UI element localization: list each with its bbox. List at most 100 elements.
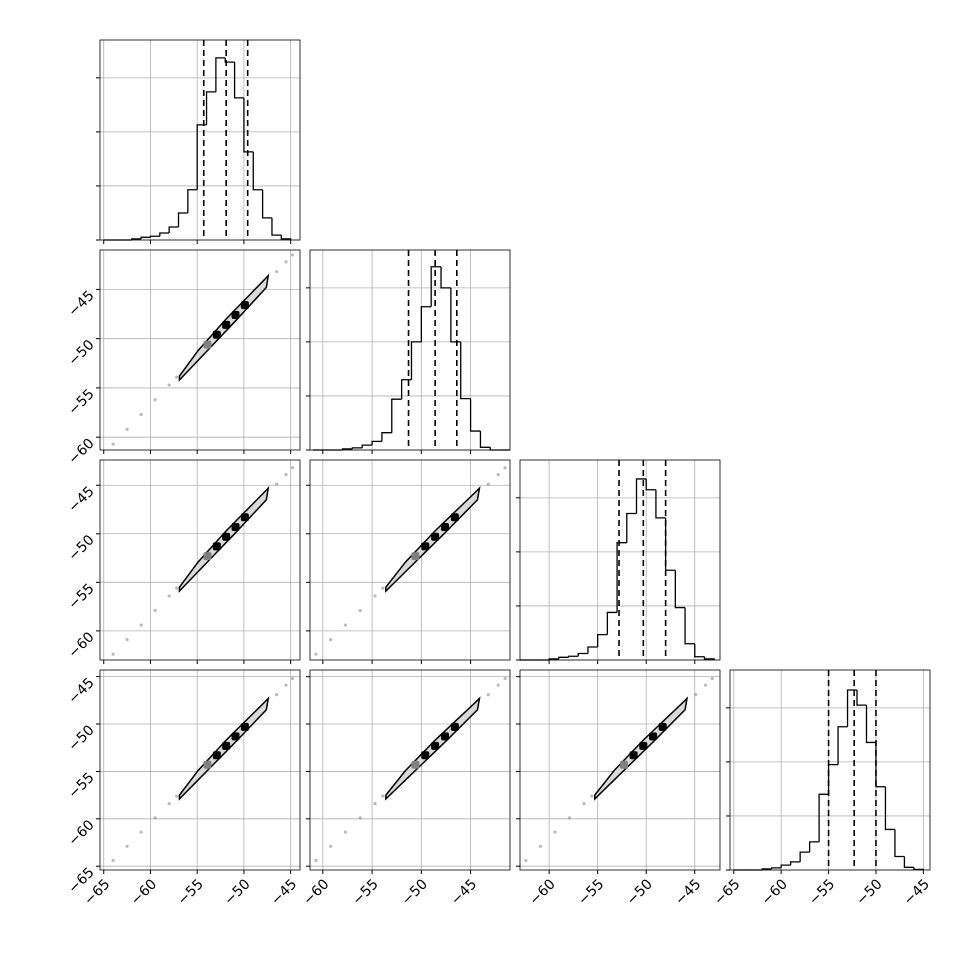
sample-point bbox=[329, 638, 333, 642]
panel-frame bbox=[99, 249, 301, 451]
panel-frame bbox=[519, 459, 721, 661]
hist-bin bbox=[913, 867, 925, 871]
sample-point bbox=[275, 270, 279, 274]
level-marker bbox=[231, 732, 240, 741]
sample-point bbox=[358, 608, 362, 613]
sample-point bbox=[139, 623, 143, 627]
level-marker bbox=[203, 760, 212, 769]
level-marker bbox=[421, 751, 430, 760]
sample-point bbox=[284, 260, 288, 264]
x-tick-label: −45 bbox=[672, 876, 704, 908]
hist-bin bbox=[597, 633, 608, 648]
hist-bin bbox=[780, 864, 791, 868]
y-tick-label: −55 bbox=[65, 770, 97, 802]
sample-point bbox=[290, 253, 295, 257]
level-marker bbox=[222, 320, 231, 329]
hist-bin bbox=[684, 607, 695, 645]
sample-point bbox=[275, 693, 279, 697]
sample-point bbox=[167, 594, 171, 598]
level-marker bbox=[440, 732, 449, 741]
hist-bin bbox=[420, 306, 432, 342]
sample-point bbox=[167, 383, 171, 387]
level-marker bbox=[431, 532, 440, 541]
hist-bin bbox=[664, 517, 676, 571]
hist-bin bbox=[460, 341, 471, 400]
level-marker bbox=[450, 513, 459, 522]
sample-point bbox=[590, 794, 594, 798]
x-tick-label: −60 bbox=[527, 876, 559, 908]
hist-bin bbox=[430, 266, 442, 307]
x-tick-label: −60 bbox=[300, 876, 332, 908]
level-marker bbox=[658, 722, 667, 731]
level-marker bbox=[450, 722, 459, 731]
sample-point bbox=[703, 683, 708, 687]
hist-bin bbox=[280, 235, 292, 240]
level-marker bbox=[411, 552, 420, 561]
level-marker bbox=[222, 741, 231, 750]
hist-bin bbox=[187, 189, 198, 213]
sample-point bbox=[290, 676, 295, 681]
sample-point bbox=[139, 830, 143, 834]
sample-point bbox=[284, 472, 288, 477]
hist-bin bbox=[371, 440, 382, 446]
hist-bin bbox=[351, 447, 363, 449]
hist-bin bbox=[703, 656, 715, 660]
x-tick-label: −45 bbox=[268, 876, 300, 908]
hist-bin bbox=[450, 287, 461, 343]
level-marker bbox=[203, 552, 212, 561]
y-tick-label: −50 bbox=[65, 532, 97, 564]
x-tick-label: −50 bbox=[221, 876, 253, 908]
hist-bin bbox=[626, 512, 637, 543]
level-marker bbox=[411, 760, 420, 769]
y-tick-label: −60 bbox=[65, 629, 97, 661]
level-marker bbox=[240, 513, 249, 522]
y-tick-label: −60 bbox=[65, 436, 97, 468]
sample-point bbox=[496, 683, 500, 687]
level-marker bbox=[231, 311, 240, 320]
hist-bin bbox=[271, 217, 282, 236]
panel-frame bbox=[309, 249, 511, 451]
hist-bin bbox=[400, 379, 412, 400]
sample-point bbox=[582, 802, 586, 806]
hist-bin bbox=[381, 432, 392, 442]
hist-bin bbox=[149, 235, 160, 238]
sample-point bbox=[694, 693, 698, 697]
hist-bin bbox=[884, 786, 895, 831]
panel-frame bbox=[519, 669, 721, 871]
sample-point bbox=[275, 482, 279, 486]
x-tick-label: −55 bbox=[175, 876, 207, 908]
x-tick-label: −55 bbox=[575, 876, 607, 908]
level-marker bbox=[240, 722, 249, 731]
level-marker bbox=[639, 741, 648, 750]
sample-point bbox=[139, 412, 143, 417]
hist-bin bbox=[140, 236, 151, 239]
hist-bin bbox=[224, 57, 235, 63]
hist-bin bbox=[865, 705, 876, 744]
sample-point bbox=[373, 594, 377, 598]
sample-point bbox=[175, 375, 179, 379]
x-tick-label: −45 bbox=[448, 876, 480, 908]
sample-point bbox=[496, 472, 500, 477]
panel-frame bbox=[729, 669, 931, 871]
hist-bin bbox=[808, 841, 820, 853]
panel-frame bbox=[99, 669, 301, 871]
level-marker bbox=[212, 751, 221, 760]
level-marker bbox=[212, 542, 221, 551]
sample-point bbox=[125, 844, 129, 848]
sample-point bbox=[343, 623, 348, 627]
sample-point bbox=[153, 608, 157, 613]
hist-bin bbox=[799, 851, 810, 862]
sample-point bbox=[290, 466, 295, 470]
hist-bin bbox=[903, 856, 914, 868]
hist-bin bbox=[606, 611, 618, 635]
hist-bin bbox=[846, 689, 858, 727]
panel-frame bbox=[309, 669, 511, 871]
hist-bin bbox=[790, 861, 801, 866]
sample-point bbox=[125, 427, 129, 431]
x-tick-label: −50 bbox=[624, 876, 656, 908]
hist-bin bbox=[469, 398, 481, 432]
level-marker bbox=[431, 741, 440, 750]
hist-bin bbox=[558, 656, 569, 659]
sample-point bbox=[175, 794, 179, 798]
